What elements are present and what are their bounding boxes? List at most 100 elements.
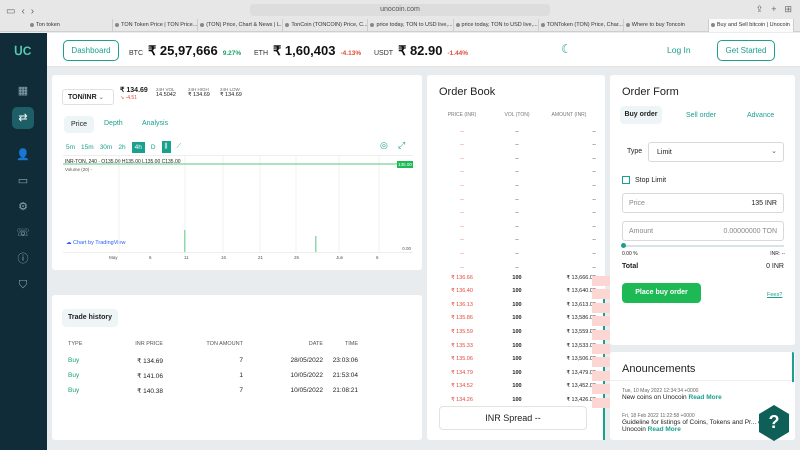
order-book-row[interactable]: -- -- -- [432,166,602,179]
trade-history-tab[interactable]: Trade history [62,309,118,327]
order-book-row[interactable]: ₹ 134.26 100 ₹ 13,426.00 [432,393,610,408]
interval-4h[interactable]: 4h [131,141,145,153]
interval-5m[interactable]: 5m [66,143,76,151]
order-book-row[interactable]: ₹ 134.79 100 ₹ 13,479.00 [432,366,610,381]
vol-value: 14.5042 [156,92,176,98]
browser-tab[interactable]: (TON) Price, Chart & News | L... [198,19,284,32]
x-tick: Jun [336,255,344,260]
order-book-row[interactable]: -- -- -- [432,152,602,165]
order-type-select[interactable]: Limit ⌄ [648,142,784,162]
pair-selector[interactable]: TON/INR ⌄ [62,89,114,105]
fullscreen-icon[interactable]: ⤢ [398,140,406,150]
amount-slider[interactable] [622,245,784,247]
screenshot-icon[interactable]: ◎ [380,140,388,150]
browser-tab[interactable]: TonCoin (TONCOIN) Price, C... [283,19,369,32]
interval-15m[interactable]: 15m [81,143,94,151]
table-row: Buy ₹ 141.06 1 10/05/2022 21:53:04 [68,372,398,380]
order-book-row[interactable]: -- -- -- [432,247,602,260]
order-book-row[interactable]: -- -- -- [432,193,602,206]
login-link[interactable]: Log In [667,45,691,55]
dark-mode-toggle-icon[interactable]: ☾ [561,42,572,56]
info-icon[interactable]: ⓘ [17,253,29,265]
tab-price[interactable]: Price [64,116,94,133]
browser-tab[interactable]: Ton token [28,19,114,32]
order-book-row[interactable]: ₹ 136.66 100 ₹ 13,666.00 [432,271,610,286]
shield-icon[interactable]: ⛉ [18,279,28,291]
scrollbar[interactable] [603,297,605,440]
order-book-row[interactable]: ₹ 135.86 100 ₹ 13,586.00 [432,312,610,327]
depth-bar [592,275,610,286]
order-book-row[interactable]: -- -- -- [432,179,602,192]
depth-bar [592,329,610,340]
trade-amount: 7 [239,357,243,364]
fees-link[interactable]: Fees? [767,292,783,298]
interval-d[interactable]: D [150,143,156,151]
amount-input[interactable]: 0.00000000 TON [723,228,777,235]
order-book-row[interactable]: ₹ 135.06 100 ₹ 13,506.00 [432,353,610,368]
indicator-icon[interactable]: ⟋ [176,143,182,150]
order-book-row[interactable]: -- -- -- [432,234,602,247]
usdt-price: USDT ₹ 82.90 -1.44% [374,43,468,59]
order-amount: ₹ 13,479.00 [542,370,610,381]
settings-icon[interactable]: ⚙ [18,201,28,213]
slider-handle[interactable] [621,243,626,248]
trade-price: ₹ 134.69 [137,358,163,365]
support-icon[interactable]: ☏ [16,227,30,239]
browser-tab-active[interactable]: Buy and Sell bitcoin | Unocoin [708,19,794,32]
scrollbar[interactable] [792,352,794,382]
user-icon[interactable]: 👤 [16,149,30,161]
browser-tab[interactable]: Where to buy Toncoin [624,19,709,32]
usdt-value: ₹ 82.90 [398,43,443,58]
dashboard-icon[interactable]: ▦ [17,85,29,97]
interval-2h[interactable]: 2h [118,143,126,151]
price-field[interactable]: Price 135 INR [622,193,784,213]
read-more-link[interactable]: Read More [688,394,722,401]
back-icon[interactable]: ‹ [21,6,25,17]
order-book-row[interactable]: -- -- -- [432,139,602,152]
price-chart[interactable]: INR-TON, 240 · O135.00 H135.00 L135.00 C… [63,155,413,263]
browser-tab[interactable]: price today, TON to USD live,... [368,19,454,32]
high-label: 24H HIGH [188,87,209,92]
order-book-row[interactable]: -- -- -- [432,220,602,233]
new-tab-icon[interactable]: + [771,4,777,14]
browser-tab[interactable]: TONToken (TON) Price, Char... [539,19,624,32]
place-order-button[interactable]: Place buy order [622,283,701,303]
tab-buy-order[interactable]: Buy order [620,106,662,124]
stop-limit-checkbox[interactable] [622,176,630,184]
get-started-button[interactable]: Get Started [717,40,775,61]
order-book-row[interactable]: -- -- -- [432,261,602,274]
tab-advance[interactable]: Advance [747,112,775,119]
unocoin-logo[interactable]: ᑌC [14,44,32,58]
column-header: AMOUNT (INR) [551,111,587,118]
amount-field[interactable]: Amount 0.00000000 TON [622,221,784,241]
read-more-link[interactable]: Read More [647,426,681,433]
order-book-row[interactable]: ₹ 135.33 100 ₹ 13,533.00 [432,339,610,354]
order-book-row[interactable]: -- -- -- [432,207,602,220]
tab-analysis[interactable]: Analysis [142,120,169,127]
order-price: -- [460,155,464,162]
order-book-row[interactable]: ₹ 134.52 100 ₹ 13,452.00 [432,380,610,395]
order-book-row[interactable]: ₹ 136.40 100 ₹ 13,640.00 [432,285,610,300]
dashboard-button[interactable]: Dashboard [63,40,119,61]
order-book-row[interactable]: ₹ 136.13 100 ₹ 13,613.00 [432,298,610,313]
order-amount: ₹ 13,640.00 [542,288,610,300]
tab-overview-icon[interactable]: ⊞ [784,4,792,14]
help-chat-icon[interactable]: ? [759,405,789,441]
forward-icon[interactable]: › [30,6,35,17]
tab-sell-order[interactable]: Sell order [686,112,716,119]
browser-tab[interactable]: price today, TON to USD live,... [454,19,539,32]
wallet-icon[interactable]: ▭ [17,175,29,187]
candle-type-icon[interactable]: ⫼ [161,141,171,153]
exchange-icon[interactable]: ⇄ [12,107,34,129]
chart-panel: TON/INR ⌄ ₹ 134.69 ↘ -4.51 24H VOL 14.50… [52,75,422,270]
order-book-row[interactable]: ₹ 135.59 100 ₹ 13,559.00 [432,325,610,340]
depth-bar [592,302,610,313]
address-bar[interactable]: unocoin.com [250,4,550,16]
interval-30m[interactable]: 30m [99,143,113,151]
order-book-row[interactable]: -- -- -- [432,125,602,138]
sidebar-toggle-icon[interactable]: ▭ [6,6,16,17]
share-icon[interactable]: ⇪ [755,4,764,14]
browser-tab[interactable]: TON Token Price | TON Price... [113,19,199,32]
order-amount: -- [592,182,596,189]
tab-depth[interactable]: Depth [104,120,123,127]
